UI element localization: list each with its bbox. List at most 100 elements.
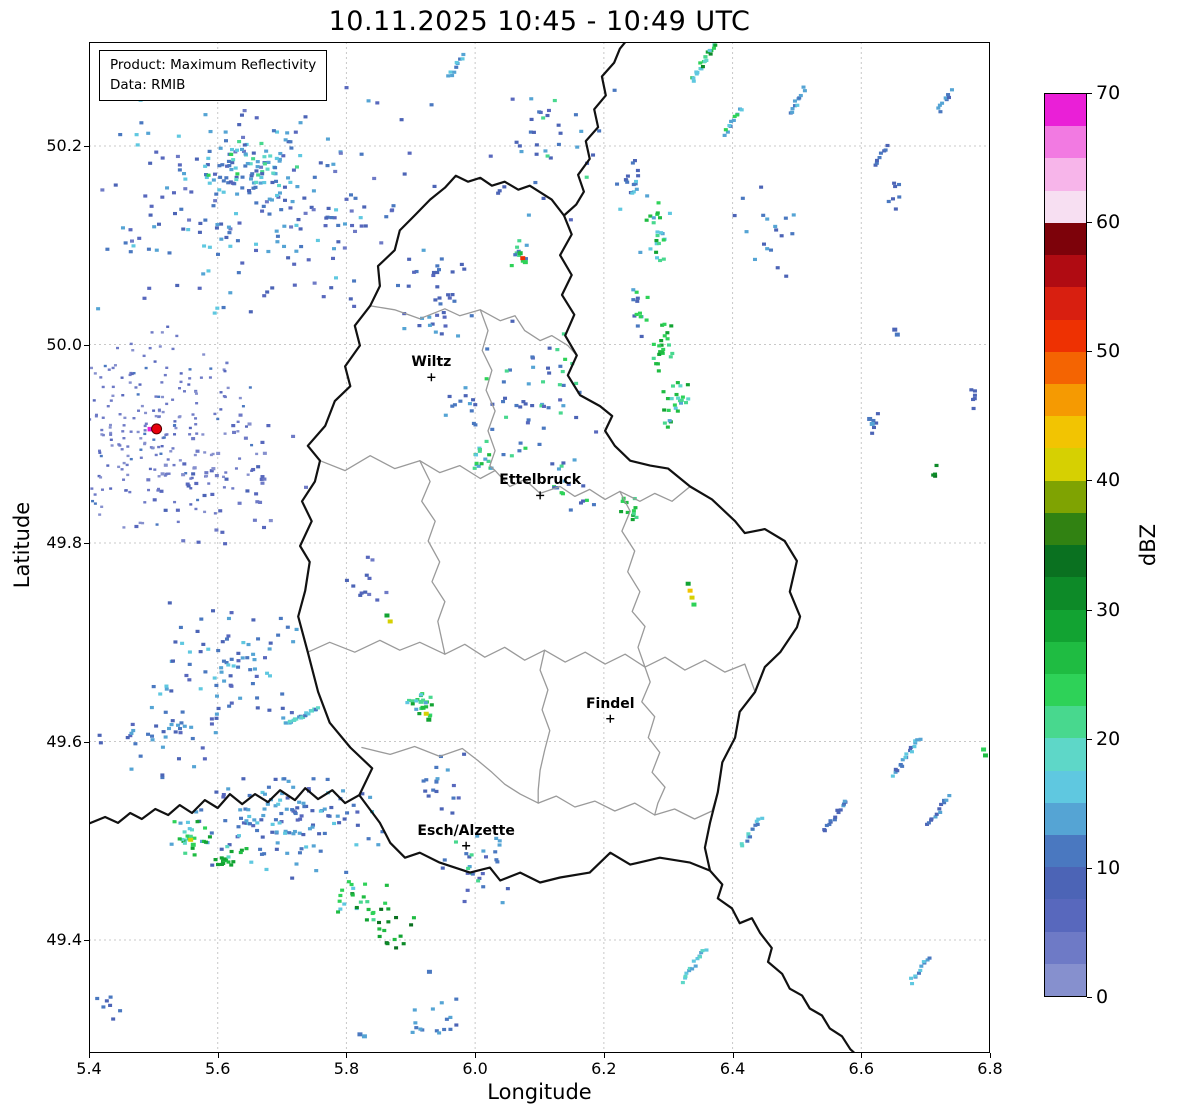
echo-cell — [387, 619, 393, 624]
x-tick — [89, 1053, 90, 1058]
colorbar-band — [1045, 673, 1086, 707]
colorbar-band — [1045, 738, 1086, 771]
country-border — [708, 869, 857, 1053]
echo-cell — [869, 421, 875, 426]
colorbar-band — [1045, 899, 1086, 932]
colorbar-tick-label: 40 — [1096, 469, 1121, 492]
x-tick — [603, 1053, 605, 1058]
colorbar-tick — [1087, 738, 1092, 740]
echo-cell — [361, 1034, 367, 1039]
colorbar-band — [1045, 641, 1086, 674]
city-marker — [427, 373, 436, 382]
region-border — [419, 460, 446, 655]
y-tick — [84, 940, 89, 942]
plot-area: Wiltz Ettelbruck Findel Esch/Alzette Produc… — [89, 42, 990, 1053]
country-border — [562, 42, 627, 217]
colorbar: dBZ 0 10 20 30 40 50 60 70 — [1044, 82, 1160, 1008]
echo-cell — [981, 747, 987, 752]
y-tick — [84, 344, 89, 346]
luxembourg-border — [297, 174, 802, 884]
colorbar-band — [1045, 319, 1086, 352]
echo-cell — [418, 699, 424, 704]
x-tick — [990, 1053, 991, 1058]
radar-site-marker — [147, 423, 163, 435]
colorbar-tick — [1087, 609, 1092, 611]
colorbar-band — [1045, 158, 1086, 191]
x-tick — [346, 1053, 348, 1058]
y-tick — [84, 741, 89, 743]
colorbar-band — [1045, 94, 1086, 127]
country-border — [89, 787, 361, 825]
city-marker — [606, 714, 615, 723]
radar-magenta-cell — [147, 426, 153, 432]
echo-cell — [423, 711, 429, 716]
region-border — [369, 305, 578, 357]
colorbar-band — [1045, 416, 1086, 449]
echo-cell — [420, 705, 426, 710]
echo-cell — [520, 256, 526, 261]
colorbar-tick-label: 50 — [1096, 340, 1121, 363]
region-border — [479, 309, 496, 472]
x-tick — [217, 1053, 219, 1058]
echo-cell — [892, 327, 898, 332]
region-border — [537, 649, 551, 804]
colorbar-band — [1045, 480, 1086, 513]
city-marker — [462, 841, 471, 850]
map-canvas — [89, 42, 990, 1053]
colorbar-band — [1045, 609, 1086, 642]
colorbar-tick — [1087, 351, 1092, 353]
radar-echoes — [89, 43, 988, 1039]
colorbar-band — [1045, 255, 1086, 288]
city-markers — [427, 373, 615, 850]
echo-cell — [982, 753, 988, 758]
x-tick-label: 6.4 — [719, 1059, 746, 1078]
colorbar-band — [1045, 931, 1086, 964]
x-tick-label: 6.6 — [848, 1059, 874, 1078]
product-info-box: Product: Maximum Reflectivity Data: RMIB — [99, 50, 328, 101]
colorbar-band — [1045, 351, 1086, 384]
colorbar-band — [1045, 383, 1086, 417]
echo-cell — [357, 1032, 363, 1037]
echo-cell — [384, 613, 390, 618]
y-tick-label: 49.8 — [46, 533, 82, 553]
city-marker — [536, 491, 545, 500]
colorbar-band — [1045, 126, 1086, 159]
grid-lines — [89, 42, 990, 1053]
x-tick — [732, 1053, 734, 1058]
region-border — [307, 639, 756, 693]
echo-cell — [517, 251, 523, 256]
echo-cell — [691, 602, 697, 607]
colorbar-band — [1045, 802, 1086, 836]
colorbar-tick — [1087, 480, 1092, 482]
x-tick-label: 6.8 — [977, 1059, 1003, 1078]
region-border — [319, 455, 691, 502]
echo-cell — [685, 581, 691, 586]
colorbar-band — [1045, 222, 1086, 256]
x-tick-label: 6.2 — [591, 1059, 617, 1078]
region-border — [619, 490, 666, 816]
echo-cell — [689, 595, 695, 600]
colorbar-tick — [1087, 93, 1092, 94]
y-tick-label: 50.2 — [46, 136, 82, 156]
echo-cell — [190, 842, 196, 847]
y-tick — [84, 543, 89, 545]
colorbar-tick-label: 10 — [1096, 856, 1121, 879]
colorbar-band — [1045, 287, 1086, 320]
echo-cell — [687, 588, 693, 593]
echo-cell — [867, 416, 873, 421]
echo-cell — [894, 332, 900, 337]
region-borders — [307, 305, 756, 820]
colorbar-tick-label: 30 — [1096, 598, 1121, 621]
y-tick-label: 50.0 — [46, 334, 82, 354]
colorbar-band — [1045, 770, 1086, 803]
x-tick — [475, 1053, 477, 1058]
radar-site-dot — [151, 423, 163, 435]
colorbar-tick — [1087, 867, 1092, 869]
x-axis-label: Longitude — [487, 1080, 592, 1104]
colorbar-tick-label: 20 — [1096, 727, 1121, 750]
y-tick — [84, 146, 89, 148]
colorbar-band — [1045, 577, 1086, 610]
echo-cell — [426, 969, 432, 974]
echo-cell — [426, 717, 432, 722]
